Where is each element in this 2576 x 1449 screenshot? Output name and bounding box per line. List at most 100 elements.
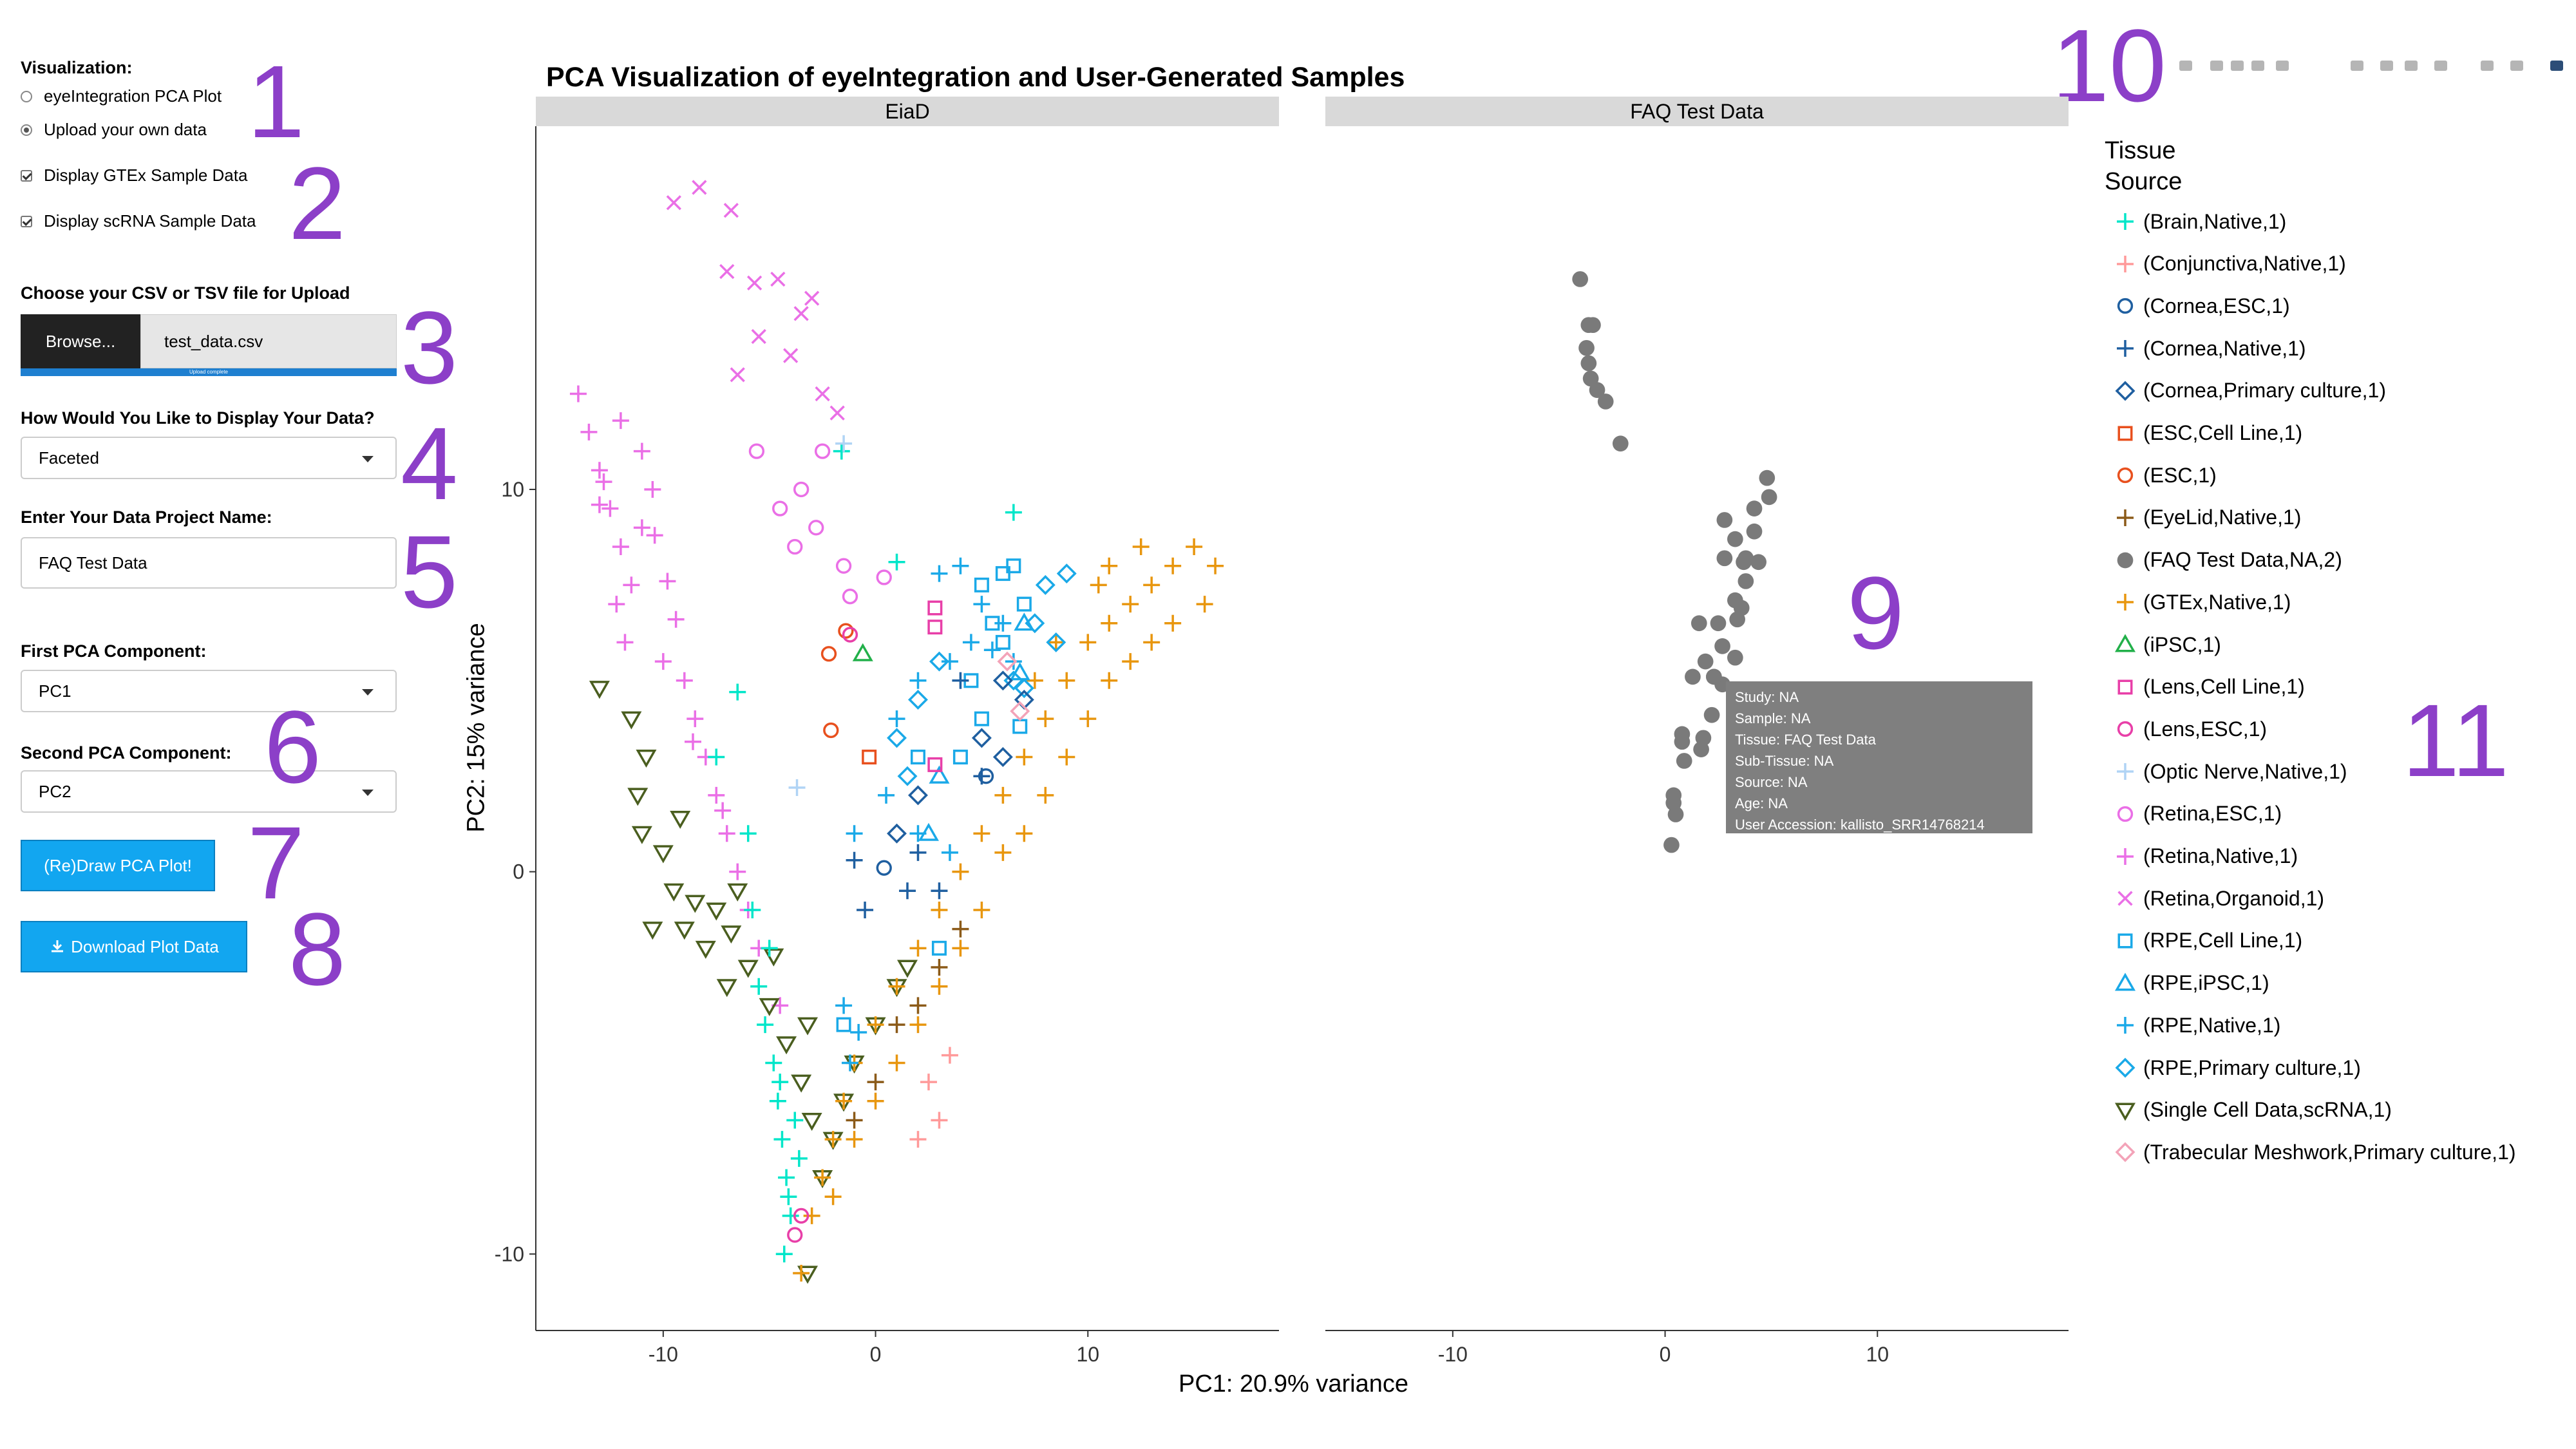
- data-point: [697, 748, 714, 766]
- camera-icon[interactable]: [2175, 55, 2196, 76]
- checkbox-icon[interactable]: [21, 215, 32, 227]
- data-point: [829, 405, 845, 421]
- legend-marker: [2117, 763, 2134, 781]
- legend-item[interactable]: (Optic Nerve,Native,1): [2105, 759, 2347, 784]
- legend-item[interactable]: (Trabecular Meshwork,Primary culture,1): [2105, 1139, 2516, 1165]
- legend-item[interactable]: (ESC,Cell Line,1): [2105, 421, 2302, 446]
- legend-marker: [2117, 679, 2133, 695]
- legend-item[interactable]: (Retina,ESC,1): [2105, 801, 2282, 827]
- legend-item[interactable]: (Cornea,Primary culture,1): [2105, 378, 2386, 404]
- legend-item[interactable]: (RPE,Primary culture,1): [2105, 1055, 2361, 1081]
- data-point: [1710, 615, 1727, 632]
- data-point: [1727, 531, 1743, 547]
- data-point: [952, 940, 969, 957]
- download-plot-data-button[interactable]: Download Plot Data: [21, 921, 247, 972]
- x-tick-label: 0: [1660, 1343, 1671, 1366]
- data-point: [1612, 435, 1629, 452]
- data-point: [1582, 370, 1599, 387]
- data-point: [910, 750, 925, 765]
- data-point: [896, 960, 918, 978]
- data-point: [862, 750, 877, 765]
- data-point: [776, 1036, 797, 1055]
- lasso-icon[interactable]: [2272, 55, 2293, 76]
- compare-hover-icon[interactable]: [2506, 55, 2527, 76]
- zoom-in-icon[interactable]: [2347, 55, 2367, 76]
- data-point: [846, 825, 863, 842]
- autoscale-icon[interactable]: [2401, 55, 2421, 76]
- data-point: [601, 500, 619, 517]
- pc1-select[interactable]: PC1: [21, 670, 397, 712]
- data-point: [1164, 557, 1182, 574]
- legend-label: (ESC,1): [2143, 463, 2217, 487]
- reset-axes-icon[interactable]: [2430, 55, 2451, 76]
- caret-down-icon: [362, 456, 374, 462]
- legend-item[interactable]: (Lens,Cell Line,1): [2105, 674, 2305, 700]
- data-point: [857, 901, 874, 918]
- project-name-input[interactable]: FAQ Test Data: [21, 537, 397, 589]
- legend-item[interactable]: (Retina,Organoid,1): [2105, 886, 2324, 911]
- data-point: [887, 728, 907, 748]
- legend-item[interactable]: (Cornea,ESC,1): [2105, 293, 2290, 319]
- data-point: [627, 788, 649, 806]
- legend-item[interactable]: (Cornea,Native,1): [2105, 336, 2306, 361]
- legend-item[interactable]: (RPE,iPSC,1): [2105, 971, 2269, 996]
- data-point: [595, 473, 612, 491]
- browse-button[interactable]: Browse...: [21, 314, 140, 368]
- checkbox-display-gtex[interactable]: Display GTEx Sample Data: [21, 166, 247, 185]
- legend-item[interactable]: (GTEx,Native,1): [2105, 589, 2291, 615]
- legend-item[interactable]: (iPSC,1): [2105, 632, 2221, 658]
- data-point: [887, 823, 907, 844]
- data-point: [670, 811, 691, 829]
- radio-upload-own-data[interactable]: Upload your own data: [21, 120, 207, 140]
- legend-item[interactable]: (Single Cell Data,scRNA,1): [2105, 1097, 2392, 1123]
- zoom-out-icon[interactable]: [2376, 55, 2397, 76]
- display-select[interactable]: Faceted: [21, 437, 397, 479]
- redraw-pca-button[interactable]: (Re)Draw PCA Plot!: [21, 840, 215, 891]
- checkbox-icon[interactable]: [21, 169, 32, 182]
- data-point: [654, 653, 672, 670]
- radio-eyeintegration-pca[interactable]: eyeIntegration PCA Plot: [21, 86, 222, 106]
- plotly-logo-icon[interactable]: [2546, 55, 2567, 76]
- data-point: [1012, 719, 1028, 734]
- data-point: [612, 412, 629, 430]
- data-point: [759, 998, 780, 1016]
- radio-icon[interactable]: [21, 90, 32, 102]
- box-select-icon[interactable]: [2248, 55, 2268, 76]
- data-point: [1010, 701, 1030, 721]
- tooltip-line: Sample: NA: [1735, 710, 1811, 726]
- legend-item[interactable]: (Lens,ESC,1): [2105, 716, 2267, 742]
- legend-symbol: [2114, 1103, 2136, 1121]
- data-point: [844, 1055, 865, 1074]
- data-point: [920, 1074, 937, 1091]
- spike-lines-icon[interactable]: [2477, 55, 2497, 76]
- legend-symbol: [2117, 1017, 2134, 1034]
- x-tick-label: 0: [870, 1343, 882, 1366]
- legend-item[interactable]: (RPE,Cell Line,1): [2105, 928, 2302, 954]
- legend-marker: [2117, 255, 2134, 272]
- data-point: [815, 386, 830, 402]
- data-point: [1186, 538, 1203, 556]
- legend-item[interactable]: (EyeLid,Native,1): [2105, 505, 2301, 531]
- data-point: [1706, 668, 1722, 685]
- data-point: [1006, 558, 1021, 574]
- data-point: [1685, 668, 1701, 685]
- legend-item[interactable]: (FAQ Test Data,NA,2): [2105, 547, 2342, 573]
- legend-item[interactable]: (RPE,Native,1): [2105, 1012, 2280, 1038]
- data-point: [1037, 710, 1054, 728]
- legend-item[interactable]: (ESC,1): [2105, 462, 2217, 488]
- pan-icon[interactable]: [2227, 55, 2248, 76]
- data-point: [1009, 662, 1030, 681]
- legend-item[interactable]: (Retina,Native,1): [2105, 844, 2298, 869]
- legend-symbol: [2117, 298, 2134, 314]
- x-tick-label: 10: [1076, 1343, 1099, 1366]
- data-point: [886, 979, 907, 998]
- pc2-select[interactable]: PC2: [21, 770, 397, 813]
- data-point: [850, 1023, 867, 1041]
- file-upload[interactable]: Browse... test_data.csv: [21, 314, 397, 368]
- hover-tooltip: Study: NA Sample: NA Tissue: FAQ Test Da…: [1726, 681, 2032, 833]
- legend-item[interactable]: (Conjunctiva,Native,1): [2105, 251, 2346, 277]
- radio-icon[interactable]: [21, 124, 32, 136]
- legend-item[interactable]: (Brain,Native,1): [2105, 209, 2286, 234]
- checkbox-display-scrna[interactable]: Display scRNA Sample Data: [21, 211, 256, 231]
- zoom-icon[interactable]: [2206, 55, 2227, 76]
